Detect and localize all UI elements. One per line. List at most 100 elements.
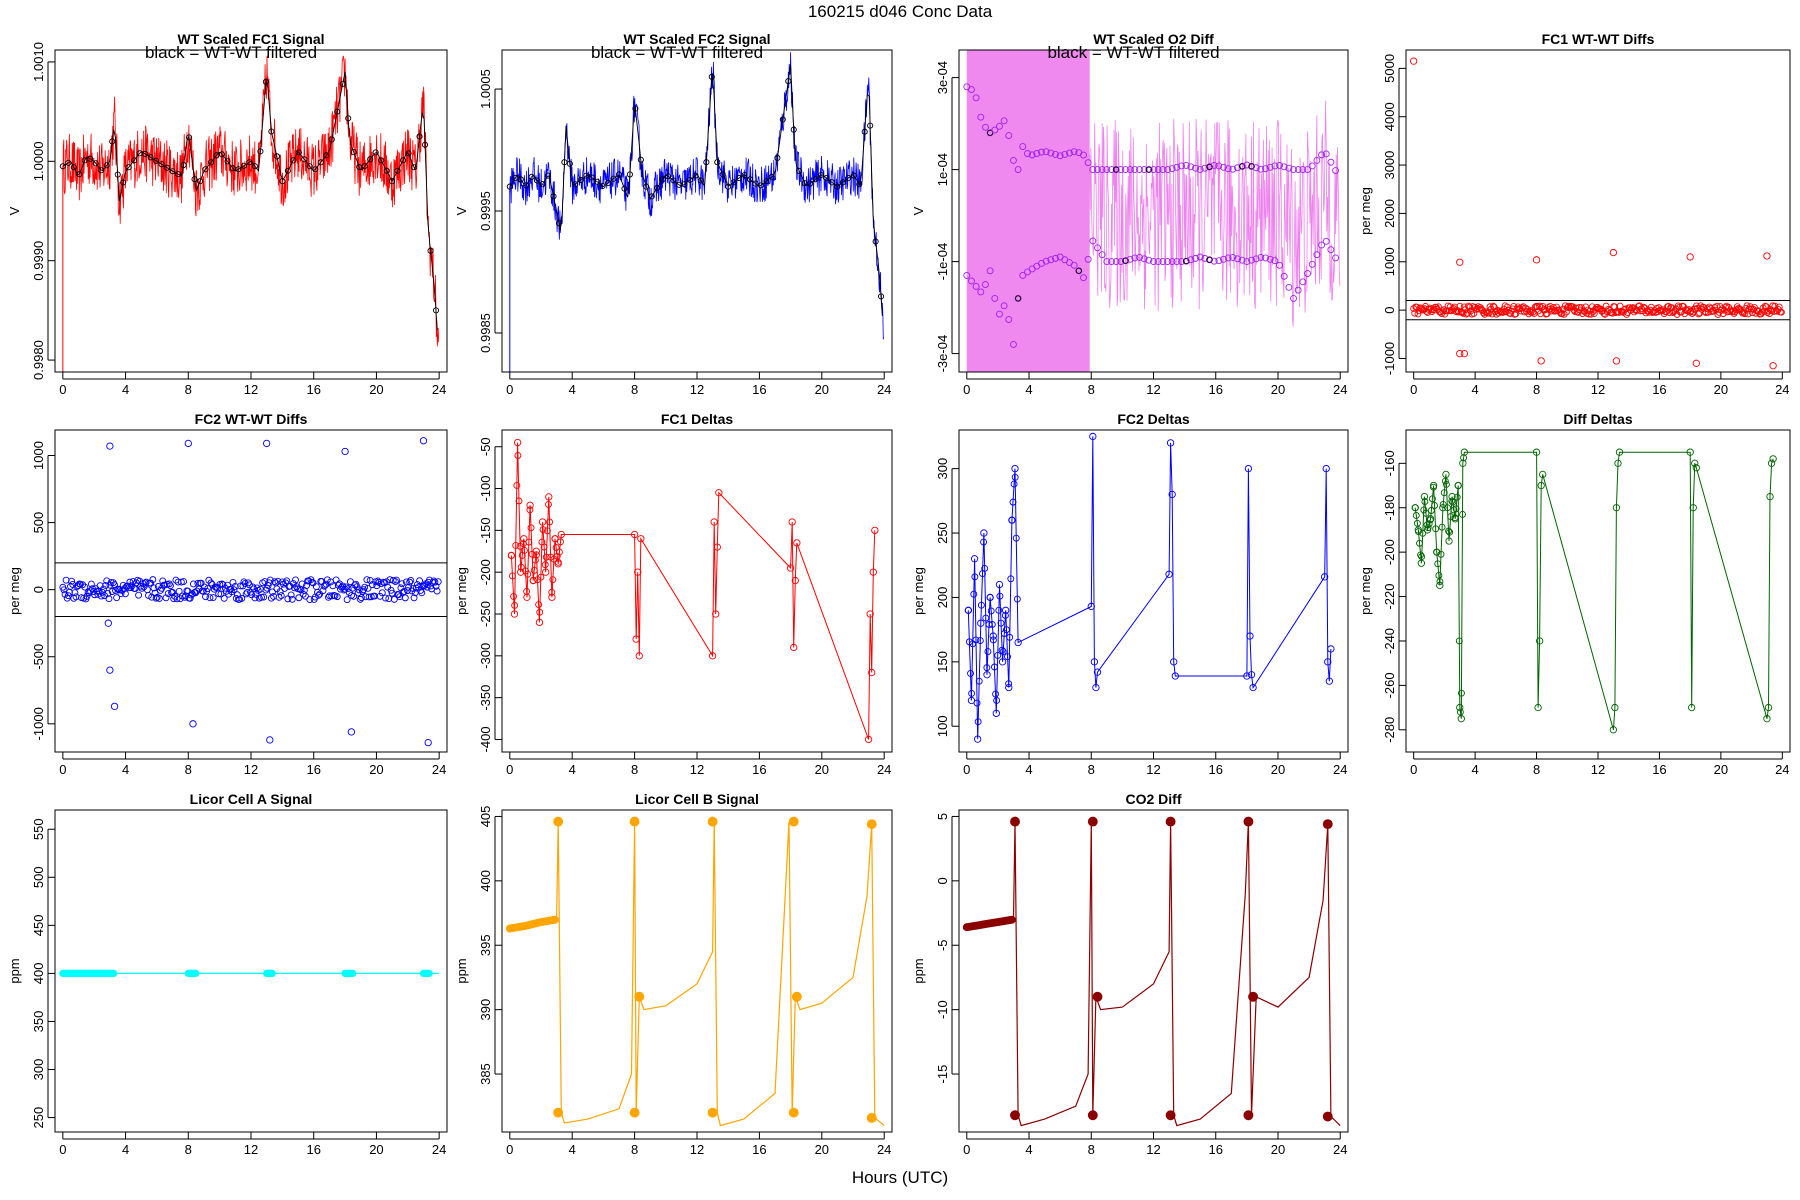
diff-point bbox=[1084, 159, 1092, 167]
y-tick-label: 200 bbox=[935, 587, 950, 609]
filtered-point bbox=[191, 176, 198, 183]
diff-point bbox=[1089, 237, 1097, 245]
y-tick-label: 150 bbox=[935, 651, 950, 673]
wtwt-point bbox=[312, 583, 320, 591]
delta-point bbox=[529, 577, 537, 584]
delta-point bbox=[1411, 504, 1419, 512]
wtwt-point bbox=[350, 592, 358, 600]
delta-point bbox=[1009, 498, 1017, 506]
diff-point bbox=[1220, 163, 1227, 171]
wtwt-point bbox=[119, 581, 127, 589]
wtwt-point bbox=[64, 592, 72, 600]
y-tick-label: 405 bbox=[478, 806, 493, 828]
filtered-point bbox=[323, 152, 330, 159]
delta-point bbox=[1457, 715, 1465, 723]
delta-point bbox=[1534, 703, 1542, 712]
delta-point bbox=[1002, 606, 1010, 614]
delta-point bbox=[1419, 529, 1427, 537]
x-tick-label: 24 bbox=[1775, 762, 1789, 777]
diff-point bbox=[1271, 162, 1279, 170]
delta-point bbox=[1417, 551, 1425, 559]
diff-point bbox=[1126, 166, 1134, 174]
diff-point bbox=[1066, 149, 1073, 157]
diff-point bbox=[1210, 162, 1218, 169]
y-tick-label: 100 bbox=[935, 715, 950, 737]
delta-point bbox=[1325, 677, 1333, 685]
x-tick-label: 16 bbox=[1652, 762, 1666, 777]
delta-point bbox=[1244, 464, 1253, 473]
diff-point bbox=[991, 126, 999, 134]
x-tick-label: 4 bbox=[569, 382, 576, 397]
diff-point bbox=[1056, 152, 1064, 160]
y-tick-label: -160 bbox=[1382, 450, 1397, 476]
delta-point bbox=[1005, 683, 1013, 692]
delta-point bbox=[973, 699, 981, 707]
diff-point bbox=[1173, 163, 1181, 171]
delta-point bbox=[1087, 602, 1095, 611]
diff-point bbox=[1150, 166, 1157, 174]
filtered-point bbox=[186, 134, 193, 141]
delta-point bbox=[1446, 528, 1454, 536]
delta-point bbox=[1609, 726, 1618, 734]
diff-point bbox=[1126, 255, 1134, 263]
delta-point bbox=[634, 568, 642, 576]
filtered-point bbox=[736, 175, 743, 182]
delta-point bbox=[964, 606, 972, 614]
y-tick-label: -3e-04 bbox=[935, 335, 950, 373]
x-tick-label: 12 bbox=[1146, 762, 1160, 777]
delta-point bbox=[1327, 645, 1335, 653]
y-axis-label: per meg bbox=[454, 567, 469, 615]
diff-point bbox=[1201, 164, 1209, 172]
y-tick-label: 400 bbox=[31, 963, 46, 985]
diff-point bbox=[1098, 166, 1106, 174]
delta-point bbox=[1688, 703, 1696, 712]
delta-point bbox=[1438, 523, 1446, 531]
delta-point bbox=[1003, 626, 1010, 634]
diff-point bbox=[1080, 274, 1087, 282]
delta-point bbox=[1414, 528, 1422, 536]
filtered-point bbox=[621, 185, 628, 192]
diff-point bbox=[1024, 150, 1031, 157]
filtered-point bbox=[834, 183, 841, 190]
y-tick-label: 500 bbox=[31, 512, 46, 534]
diff-point bbox=[1252, 255, 1260, 263]
delta-point bbox=[1247, 671, 1256, 679]
plot-frame bbox=[501, 429, 893, 753]
outlier-point bbox=[1612, 357, 1621, 365]
wtwt-point bbox=[180, 578, 188, 585]
x-tick-label: 12 bbox=[690, 1142, 704, 1157]
delta-point bbox=[1417, 559, 1426, 567]
delta-point bbox=[1005, 680, 1013, 688]
delta-point bbox=[541, 561, 549, 569]
outlier-point bbox=[424, 738, 432, 747]
filtered-point bbox=[405, 150, 412, 157]
wtwt-point bbox=[416, 577, 424, 585]
wtwt-point bbox=[251, 594, 259, 602]
wtwt-point bbox=[145, 591, 152, 599]
diff-point bbox=[1308, 162, 1316, 170]
chart-annotation: black = WT-WT filtered bbox=[591, 43, 763, 62]
filtered-point bbox=[517, 176, 524, 183]
plot-frame bbox=[958, 49, 1349, 373]
x-tick-label: 4 bbox=[569, 1142, 576, 1157]
wtwt-point bbox=[102, 581, 110, 589]
outlier-point bbox=[106, 442, 114, 450]
y-tick-label: 0.9980 bbox=[31, 340, 46, 380]
delta-point bbox=[712, 610, 720, 618]
filtered-point bbox=[202, 166, 209, 173]
filtered-point bbox=[785, 78, 792, 85]
y-tick-label: 5 bbox=[935, 813, 950, 820]
panel-fc2_wtwt: FC2 WT-WT Diffs 0 4 8 12 16 20 24 -1000 -500 0 500 1… bbox=[7, 411, 448, 777]
diff-point bbox=[1262, 254, 1269, 262]
plot-area bbox=[1411, 448, 1777, 734]
filtered-point bbox=[665, 173, 672, 180]
x-tick-label: 0 bbox=[963, 1142, 970, 1157]
y-tick-label: -400 bbox=[478, 726, 493, 752]
delta-point bbox=[535, 601, 543, 609]
filtered-point bbox=[528, 173, 535, 180]
outlier-point bbox=[110, 702, 119, 711]
x-tick-label: 8 bbox=[185, 1142, 192, 1157]
delta-point bbox=[985, 621, 993, 628]
y-tick-label: -300 bbox=[478, 643, 493, 669]
delta-point bbox=[510, 592, 517, 600]
